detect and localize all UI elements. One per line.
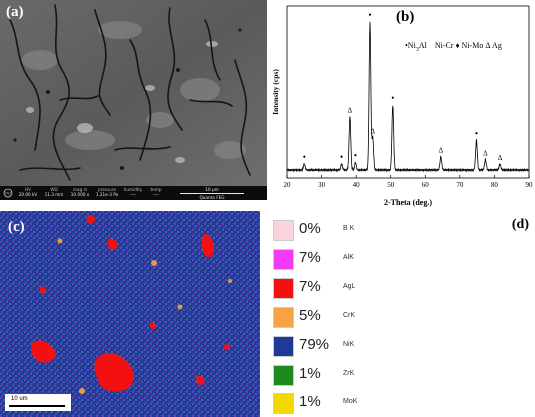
swatch-b xyxy=(273,220,294,241)
legend-ni3al-subscript: 3 xyxy=(416,47,419,53)
composition-legend-panel: (d) 0% B K 7% AlK 7% AgL 5% CrK 79% NiK … xyxy=(262,211,535,417)
legend-item-ni: 79% NiK xyxy=(273,335,423,357)
svg-text:FEI: FEI xyxy=(5,192,10,196)
peak-marker: • xyxy=(391,93,394,103)
sem-scale-text: 10 μm xyxy=(205,187,219,192)
x-tick-label: 20 xyxy=(284,181,292,189)
eds-scale-bar: 10 um xyxy=(5,394,71,411)
element-zr: ZrK xyxy=(343,370,355,377)
pct-ni: 79% xyxy=(299,336,330,353)
sem-info-pressure: pressure 1.21e-3 Pa xyxy=(95,187,119,197)
swatch-mo xyxy=(273,393,294,414)
sem-instrument: Quanta FEG xyxy=(199,195,225,200)
peak-marker: • xyxy=(340,152,343,162)
legend-item-mo: 1% MoK xyxy=(273,392,423,414)
peak-marker: Δ xyxy=(483,150,488,158)
eds-map-panel: (c) 10 um xyxy=(0,211,260,417)
x-tick-label: 30 xyxy=(318,181,326,189)
x-tick-label: 40 xyxy=(353,181,361,189)
panel-d-label: (d) xyxy=(511,217,529,232)
swatch-ni xyxy=(273,336,294,357)
sem-info-hv: HV 20.00 kV xyxy=(18,187,38,197)
x-tick-label: 50 xyxy=(387,181,395,189)
peak-marker: Δ xyxy=(498,154,503,162)
element-cr: CrK xyxy=(343,312,356,319)
peak-marker: Δ xyxy=(439,147,444,155)
sem-info-mag: mag ⊡ 10 000 x xyxy=(70,187,90,197)
x-axis-label: 2-Theta (deg.) xyxy=(384,198,432,207)
legend-item-zr: 1% ZrK xyxy=(273,364,423,386)
peak-marker: • xyxy=(303,152,306,162)
xrd-chart: (b) •Ni3Al Ni-Cr ♦ Ni-Mo Δ Ag Intensity (… xyxy=(268,0,535,210)
legend-rest: Ni-Cr ♦ Ni-Mo Δ Ag xyxy=(435,41,502,50)
sem-micrograph-panel: (a) FEI HV 20.00 kV WD 11.3 mm mag ⊡ 10 000… xyxy=(0,0,267,200)
sem-info-wd: WD 11.3 mm xyxy=(44,187,64,197)
peak-marker: • xyxy=(354,151,357,161)
swatch-ag xyxy=(273,278,294,299)
swatch-zr xyxy=(273,365,294,386)
x-tick-label: 90 xyxy=(526,181,534,189)
peak-marker: Δ xyxy=(348,107,353,115)
legend-ni3al: •Ni xyxy=(405,41,417,50)
peak-marker: • xyxy=(368,10,371,20)
y-axis-label: Intensity (cps) xyxy=(271,69,280,115)
xrd-pattern-line xyxy=(286,21,530,173)
pct-zr: 1% xyxy=(299,365,321,382)
pct-al: 7% xyxy=(299,249,321,266)
xrd-panel: (b) •Ni3Al Ni-Cr ♦ Ni-Mo Δ Ag Intensity (… xyxy=(268,0,535,210)
element-ni: NiK xyxy=(343,341,355,348)
x-tick-label: 80 xyxy=(491,181,499,189)
element-ag: AgL xyxy=(343,283,356,290)
peak-marker: • xyxy=(475,128,478,138)
pct-ag: 7% xyxy=(299,278,321,295)
element-al: AlK xyxy=(343,254,354,261)
eds-map-image xyxy=(0,211,260,417)
legend-item-ag: 7% AgL xyxy=(273,277,423,299)
element-b: B K xyxy=(343,225,355,232)
x-tick-label: 60 xyxy=(422,181,430,189)
pct-cr: 5% xyxy=(299,307,321,324)
swatch-cr xyxy=(273,307,294,328)
sem-info-temp: temp ---- xyxy=(150,187,162,197)
fei-logo-icon: FEI xyxy=(2,187,14,199)
legend-item-b: 0% B K xyxy=(273,219,423,241)
sem-info-bar: FEI HV 20.00 kV WD 11.3 mm mag ⊡ 10 000 x p… xyxy=(0,186,267,200)
legend-item-cr: 5% CrK xyxy=(273,306,423,328)
sem-info-humidity: humidity ---- xyxy=(123,187,143,197)
legend-item-al: 7% AlK xyxy=(273,248,423,270)
swatch-al xyxy=(273,249,294,270)
element-mo: MoK xyxy=(343,398,358,405)
legend-al: Al xyxy=(419,41,428,50)
eds-scale-text: 10 um xyxy=(11,396,28,402)
panel-b-label: (b) xyxy=(396,9,414,25)
x-tick-label: 70 xyxy=(456,181,464,189)
panel-a-label: (a) xyxy=(6,4,24,20)
eds-scale-line xyxy=(9,405,65,407)
panel-c-label: (c) xyxy=(8,219,25,235)
pct-b: 0% xyxy=(299,220,321,237)
sem-micrograph-image xyxy=(0,0,267,186)
plot-frame xyxy=(286,5,530,179)
pct-mo: 1% xyxy=(299,393,321,410)
peak-marker: Δ xyxy=(370,127,375,135)
xrd-legend: •Ni3Al Ni-Cr ♦ Ni-Mo Δ Ag xyxy=(405,41,502,53)
sem-scale-bar: 10 μm Quanta FEG xyxy=(176,187,248,200)
